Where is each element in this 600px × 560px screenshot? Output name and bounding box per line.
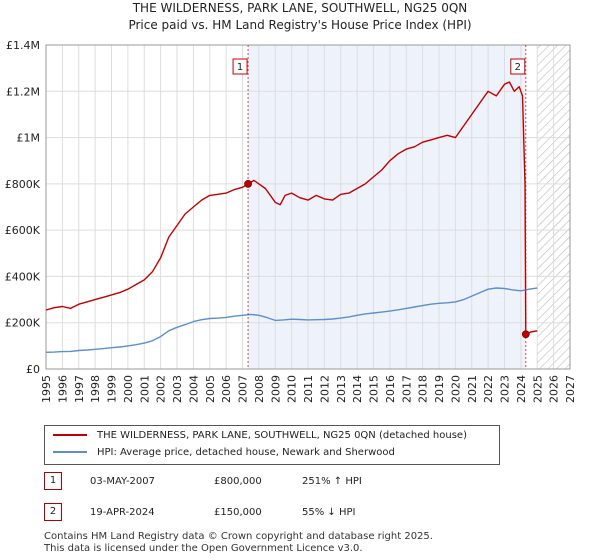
x-tick-label: 2014 xyxy=(351,375,364,403)
legend-swatch-hpi xyxy=(53,451,87,453)
footer-licence: This data is licensed under the Open Gov… xyxy=(44,543,363,554)
legend-label-property: THE WILDERNESS, PARK LANE, SOUTHWELL, NG… xyxy=(97,430,467,441)
sale-number-box xyxy=(232,58,248,75)
x-tick-label: 2025 xyxy=(531,375,544,403)
y-tick-label: £1M xyxy=(17,132,41,145)
sale-hpi-change: 55% ↓ HPI xyxy=(302,507,356,518)
x-tick-label: 1999 xyxy=(106,375,119,403)
y-tick-label: £0 xyxy=(26,363,40,376)
x-tick-label: 2020 xyxy=(449,375,462,403)
y-tick-label: £1.4M xyxy=(6,39,40,52)
x-tick-label: 2000 xyxy=(122,375,135,403)
x-tick-label: 2003 xyxy=(171,375,184,403)
sale-number-box xyxy=(510,58,526,75)
sale-point xyxy=(244,179,252,188)
x-tick-label: 2004 xyxy=(187,375,200,403)
sale-date: 03-MAY-2007 xyxy=(90,476,156,487)
sale-hpi-change: 251% ↑ HPI xyxy=(302,476,362,487)
x-tick-label: 2001 xyxy=(138,375,151,403)
y-tick-label: £400K xyxy=(5,270,41,283)
legend-label-hpi: HPI: Average price, detached house, Newa… xyxy=(97,447,395,458)
ownership-shaded-region xyxy=(248,45,526,369)
legend: THE WILDERNESS, PARK LANE, SOUTHWELL, NG… xyxy=(44,425,500,465)
y-tick-label: £800K xyxy=(5,178,41,191)
x-tick-label: 2016 xyxy=(384,375,397,403)
sale-date: 19-APR-2024 xyxy=(90,507,155,518)
plot-frame xyxy=(45,44,571,370)
x-tick-label: 2013 xyxy=(335,375,348,403)
x-tick-label: 2002 xyxy=(155,375,168,403)
sale-badge: 2 xyxy=(44,503,62,521)
x-tick-label: 1998 xyxy=(89,375,102,403)
x-tick-label: 1997 xyxy=(73,375,86,403)
y-tick-label: £200K xyxy=(5,317,41,330)
chart-subtitle: Price paid vs. HM Land Registry's House … xyxy=(128,18,472,32)
x-tick-label: 2022 xyxy=(482,375,495,403)
sale-number-label: 1 xyxy=(237,62,243,73)
x-tick-label: 2021 xyxy=(466,375,479,403)
sale-number-label: 2 xyxy=(515,62,521,73)
x-tick-label: 2019 xyxy=(433,375,446,403)
x-tick-label: 2024 xyxy=(515,375,528,403)
x-tick-label: 2006 xyxy=(220,375,233,403)
hpi-line xyxy=(45,287,538,353)
legend-item-property: THE WILDERNESS, PARK LANE, SOUTHWELL, NG… xyxy=(53,428,467,444)
x-tick-label: 2009 xyxy=(269,375,282,403)
sale-point xyxy=(521,330,530,339)
chart-title: THE WILDERNESS, PARK LANE, SOUTHWELL, NG… xyxy=(132,1,468,15)
x-tick-label: 2018 xyxy=(417,375,430,403)
x-tick-label: 2015 xyxy=(368,375,381,403)
x-tick-label: 2008 xyxy=(253,375,266,403)
property-price-line xyxy=(45,81,538,335)
legend-item-hpi: HPI: Average price, detached house, Newa… xyxy=(53,445,395,461)
y-tick-label: £1.2M xyxy=(6,85,40,98)
x-tick-label: 2017 xyxy=(400,375,413,403)
x-tick-label: 2012 xyxy=(318,375,331,403)
x-tick-label: 1995 xyxy=(40,375,53,403)
x-tick-label: 2027 xyxy=(564,375,577,403)
x-tick-label: 2005 xyxy=(204,375,217,403)
footer-copyright: Contains HM Land Registry data © Crown c… xyxy=(44,531,433,542)
x-tick-label: 2007 xyxy=(237,375,250,403)
legend-swatch-property xyxy=(53,434,87,436)
sale-price: £150,000 xyxy=(214,507,262,518)
y-tick-label: £600K xyxy=(5,224,41,237)
sale-badge: 1 xyxy=(44,472,62,490)
x-tick-label: 2010 xyxy=(286,375,299,403)
sale-price: £800,000 xyxy=(214,476,262,487)
x-tick-label: 2023 xyxy=(499,375,512,403)
x-tick-label: 2026 xyxy=(548,375,561,403)
x-tick-label: 1996 xyxy=(56,375,69,403)
x-tick-label: 2011 xyxy=(302,375,315,403)
